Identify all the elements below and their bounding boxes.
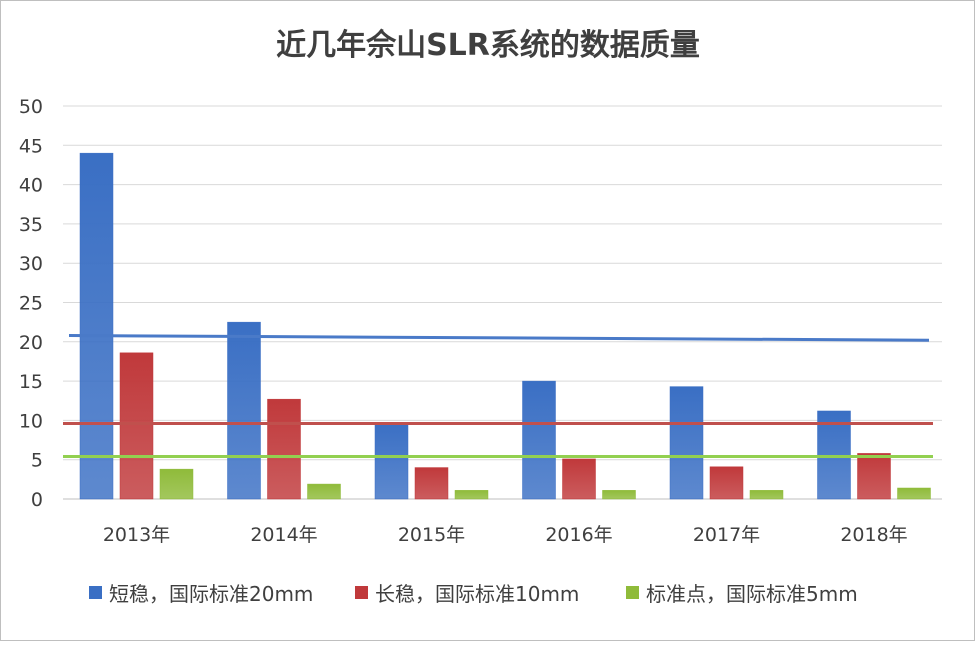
reference-lines [63,334,933,459]
legend-label: 标准点，国际标准5mm [646,582,858,606]
bar-1 [374,422,409,500]
y-tick-label: 35 [19,214,43,236]
x-tick-label: 2015年 [398,524,465,546]
x-axis-ticks: 2013年 2014年 2015年 2016年 2017年 2018年 [103,524,908,546]
y-tick-label: 25 [19,293,43,315]
bars [79,152,931,500]
legend-label: 短稳，国际标准20mm [109,582,313,606]
bar-2 [414,467,449,500]
legend-swatch [89,586,102,599]
y-axis-ticks: 0 5 10 15 20 25 30 35 40 45 50 [19,96,43,511]
bar-3 [159,468,194,500]
chart-title: 近几年佘山SLR系统的数据质量 [276,28,700,63]
legend: 短稳，国际标准20mm 长稳，国际标准10mm 标准点，国际标准5mm [89,582,858,606]
bar-1 [79,152,114,500]
bar-2 [857,453,891,500]
x-tick-label: 2017年 [693,524,760,546]
y-tick-label: 0 [31,489,43,511]
x-tick-label: 2014年 [250,524,317,546]
bar-1 [522,380,556,500]
bar-2 [267,398,301,500]
bar-1 [817,410,851,500]
legend-label: 长稳，国际标准10mm [375,582,579,606]
bar-3 [454,490,489,500]
bar-3 [897,487,931,500]
y-tick-label: 50 [19,96,43,118]
bar-1 [227,321,261,500]
reference-line [68,334,930,342]
legend-swatch [626,586,639,599]
bar-2 [119,352,154,500]
y-tick-label: 5 [31,450,43,472]
y-tick-label: 30 [19,253,43,275]
x-tick-label: 2016年 [545,524,612,546]
bar-3 [749,490,784,500]
y-tick-label: 45 [19,135,43,157]
x-tick-label: 2018年 [840,524,907,546]
bar-1 [669,386,704,500]
legend-swatch [355,586,368,599]
bar-3 [602,490,636,500]
bar-3 [307,483,341,500]
gridlines [63,105,942,500]
y-tick-label: 40 [19,175,43,197]
x-tick-label: 2013年 [103,524,170,546]
bar-2 [562,458,596,500]
y-tick-label: 10 [19,410,43,432]
y-tick-label: 15 [19,371,43,393]
bar-2 [709,466,744,500]
y-tick-label: 20 [19,332,43,354]
